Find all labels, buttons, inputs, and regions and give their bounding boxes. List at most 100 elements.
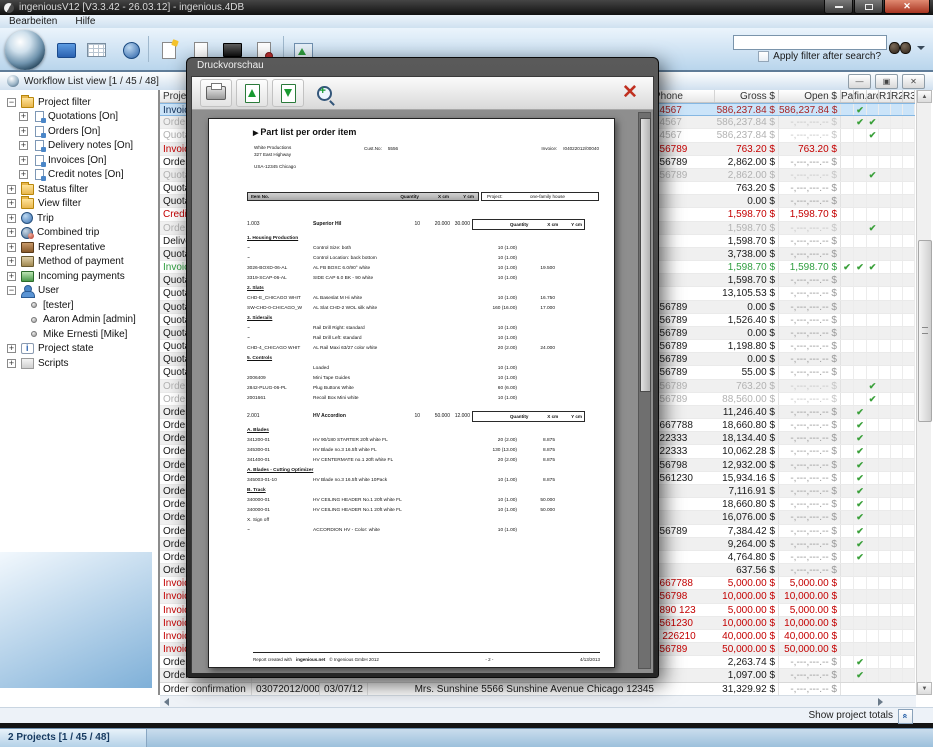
scroll-thumb[interactable] xyxy=(918,240,932,422)
search-binoculars-icon[interactable] xyxy=(889,41,911,54)
expand-icon[interactable]: + xyxy=(7,241,16,252)
sidebar-item-mike-ernesti-mike[interactable]: Mike Ernesti [Mike] xyxy=(0,327,158,342)
expand-icon[interactable]: + xyxy=(7,227,16,238)
sidebar-item-scripts[interactable]: + Scripts xyxy=(0,356,158,371)
search-dropdown-caret-icon[interactable] xyxy=(917,46,925,50)
sidebar-item-trip[interactable]: + Trip xyxy=(0,211,158,226)
expand-icon[interactable]: + xyxy=(7,198,16,209)
expand-icon[interactable]: + xyxy=(7,270,16,281)
list-view-button[interactable] xyxy=(52,37,80,63)
apply-filter-checkbox[interactable] xyxy=(758,51,770,62)
mdi-maximize-button[interactable]: ▣ xyxy=(875,74,898,89)
sidebar-item-project-filter[interactable]: − Project filter xyxy=(0,94,158,110)
company-line: USA-12345 Chicago xyxy=(254,164,296,169)
part-description: HV CEILING HEADER No.1 20ft white FL xyxy=(313,498,402,503)
expand-icon[interactable]: + xyxy=(7,212,16,223)
cell-flag-arc xyxy=(867,419,879,432)
col-gross[interactable]: Gross $ xyxy=(715,90,779,102)
col-r1[interactable]: R1 xyxy=(879,90,891,102)
close-button[interactable]: ✕ xyxy=(884,0,930,14)
maximize-button[interactable] xyxy=(854,0,883,14)
new-document-button[interactable] xyxy=(155,37,183,63)
sidebar-item-representative[interactable]: + Representative xyxy=(0,240,158,255)
cell-flag-r2 xyxy=(891,432,903,445)
sidebar-item-project-state[interactable]: + Project state xyxy=(0,342,158,357)
zoom-in-button[interactable] xyxy=(308,80,338,106)
expand-icon[interactable]: + xyxy=(19,125,28,136)
sidebar-item-combined-trip[interactable]: + Combined trip xyxy=(0,226,158,241)
minimize-button[interactable] xyxy=(824,0,853,14)
col-r3[interactable]: R3 xyxy=(903,90,915,102)
sidebar-item-user[interactable]: − User xyxy=(0,284,158,299)
sidebar-item-invoices-on[interactable]: + Invoices [On] xyxy=(0,153,158,168)
preview-scroll-thumb[interactable] xyxy=(640,118,651,392)
print-preview-button[interactable] xyxy=(218,37,246,63)
apply-filter-label: Apply filter after search? xyxy=(773,51,881,62)
cell-flag-fin xyxy=(854,353,867,366)
table-view-button[interactable] xyxy=(82,37,110,63)
expand-icon[interactable]: + xyxy=(19,169,28,180)
sidebar-item-status-filter[interactable]: + Status filter xyxy=(0,181,158,197)
expand-icon[interactable]: + xyxy=(7,256,16,267)
menu-bearbeiten[interactable]: Bearbeiten xyxy=(9,16,58,27)
sidebar-item-orders-on[interactable]: + Orders [On] xyxy=(0,124,158,139)
part-x xyxy=(517,324,555,334)
sidebar-item-label: Status filter xyxy=(38,183,89,195)
refresh-button[interactable] xyxy=(117,37,145,63)
sidebar-item-tester[interactable]: [tester] xyxy=(0,298,158,313)
copy-document-button[interactable] xyxy=(187,37,215,63)
sidebar-item-view-filter[interactable]: + View filter xyxy=(0,196,158,212)
menu-hilfe[interactable]: Hilfe xyxy=(75,16,96,27)
mdi-minimize-button[interactable]: — xyxy=(848,74,871,89)
check-icon: ✔ xyxy=(856,262,864,273)
col-pai[interactable]: Pai xyxy=(841,90,854,102)
scroll-left-icon[interactable] xyxy=(164,698,169,706)
sidebar-item-delivery-notes-on[interactable]: + Delivery notes [On] xyxy=(0,139,158,154)
table-horizontal-scrollbar[interactable] xyxy=(160,695,916,708)
dialog-close-button[interactable]: ✕ xyxy=(617,80,643,104)
search-input[interactable] xyxy=(733,35,887,50)
print-button[interactable] xyxy=(200,79,232,107)
expand-icon[interactable]: + xyxy=(7,343,16,354)
mdi-close-button[interactable]: ✕ xyxy=(902,74,925,89)
expand-icon[interactable]: + xyxy=(7,183,16,194)
table-vertical-scrollbar[interactable]: ▲ ▼ xyxy=(916,90,932,695)
sidebar-item-quotations-on[interactable]: + Quotations [On] xyxy=(0,110,158,125)
scroll-up-icon[interactable]: ▲ xyxy=(917,90,932,103)
cell-flag-r3 xyxy=(903,221,915,234)
expand-icon[interactable]: + xyxy=(19,140,28,151)
scroll-right-icon[interactable] xyxy=(878,698,883,706)
collapse-icon[interactable]: − xyxy=(7,285,16,296)
collapse-icon[interactable]: − xyxy=(7,96,16,107)
doc-order-item-row: 1.003 Superior Hil 10 20.000 30.000 Quantity X… xyxy=(247,218,585,231)
col-r2[interactable]: R2 xyxy=(891,90,903,102)
sidebar-item-aaron-admin-admin[interactable]: Aaron Admin [admin] xyxy=(0,313,158,328)
col-fin[interactable]: fin. xyxy=(854,90,867,102)
sidebar-item-label: Scripts xyxy=(38,357,69,369)
ingenious-logo-icon[interactable] xyxy=(5,30,45,70)
scroll-down-icon[interactable]: ▼ xyxy=(917,682,932,695)
col-phone[interactable]: Phone xyxy=(564,90,715,102)
col-arc[interactable]: arc xyxy=(867,90,879,102)
toolbar-separator xyxy=(148,36,149,62)
sidebar-item-method-of-payment[interactable]: + Method of payment xyxy=(0,255,158,270)
expand-icon[interactable]: + xyxy=(7,357,16,368)
expand-icon[interactable]: + xyxy=(19,111,28,122)
page-number: - 2 - xyxy=(485,657,494,662)
sidebar-item-credit-notes-on[interactable]: + Credit notes [On] xyxy=(0,168,158,183)
preview-scrollbar[interactable] xyxy=(638,112,651,669)
page-down-button[interactable] xyxy=(272,79,304,107)
cell-flag-fin xyxy=(854,300,867,313)
sidebar-item-incoming-payments[interactable]: + Incoming payments xyxy=(0,269,158,284)
cell-flag-arc xyxy=(867,524,879,537)
page-up-button[interactable] xyxy=(236,79,268,107)
show-project-totals-button[interactable]: « xyxy=(898,709,913,724)
col-open[interactable]: Open $ xyxy=(779,90,841,102)
expand-icon[interactable]: + xyxy=(19,154,28,165)
cell-flag-r3 xyxy=(903,577,915,590)
cell-phone: 456789 xyxy=(654,380,688,392)
dialog-title[interactable]: Druckvorschau xyxy=(197,60,264,71)
cell-flag-fin: ✔ xyxy=(854,471,867,484)
sidebar-splitter[interactable] xyxy=(158,90,160,695)
cell-flag-r3 xyxy=(903,168,915,182)
